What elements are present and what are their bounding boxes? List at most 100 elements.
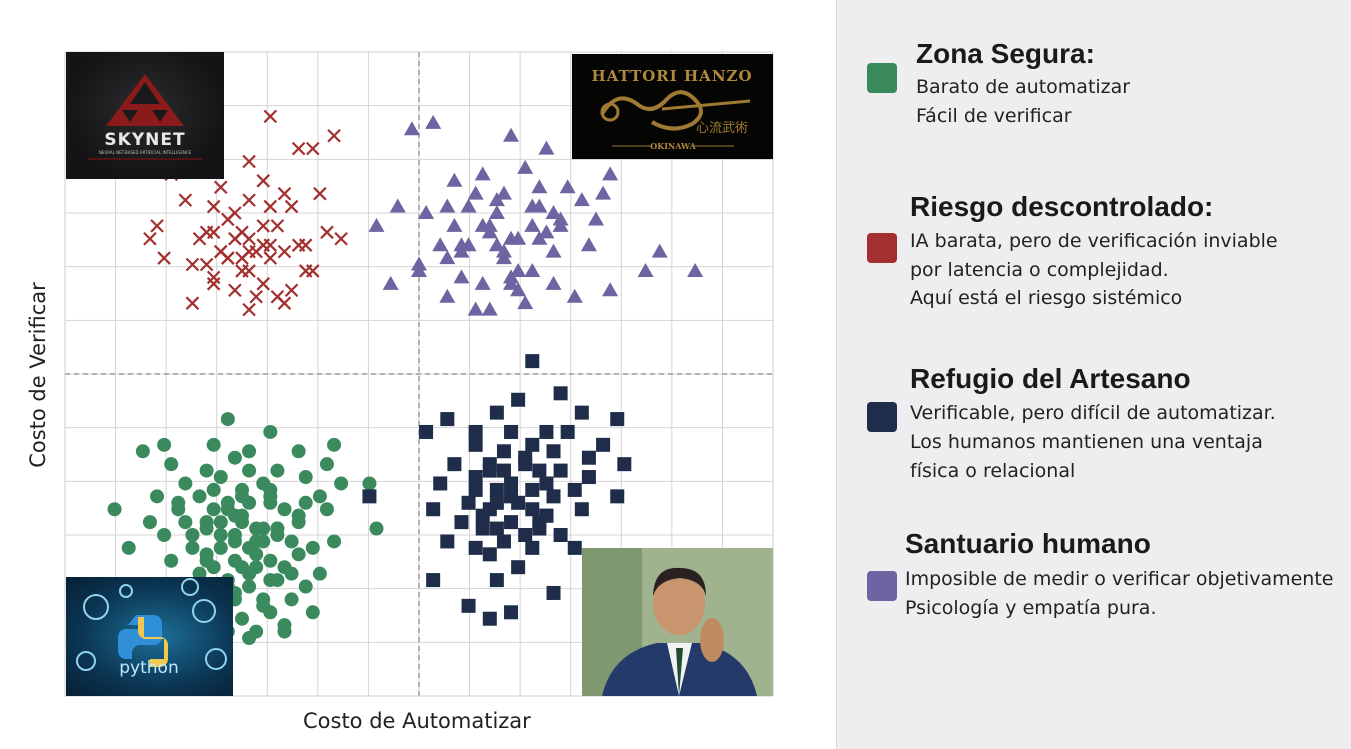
point-riesgo bbox=[242, 302, 256, 317]
point-refugio bbox=[468, 424, 483, 439]
point-refugio bbox=[567, 540, 582, 555]
point-refugio bbox=[539, 508, 554, 523]
point-santuario bbox=[382, 275, 399, 290]
point-refugio bbox=[496, 444, 511, 459]
point-zona-segura bbox=[249, 534, 264, 549]
point-zona-segura bbox=[270, 521, 285, 536]
point-riesgo bbox=[185, 257, 200, 272]
python-logo: python bbox=[66, 577, 233, 696]
x-axis-label: Costo de Automatizar bbox=[303, 709, 531, 733]
point-riesgo bbox=[284, 199, 299, 214]
point-zona-segura bbox=[291, 547, 306, 562]
point-zona-segura bbox=[298, 579, 313, 594]
point-zona-segura bbox=[270, 573, 285, 588]
point-refugio bbox=[475, 508, 490, 523]
point-zona-segura bbox=[142, 515, 157, 530]
point-zona-segura bbox=[362, 476, 377, 491]
point-riesgo bbox=[306, 141, 320, 156]
chart-panel: Costo de Automatizar Costo de Verificar … bbox=[26, 51, 774, 733]
point-zona-segura bbox=[206, 560, 221, 575]
point-refugio bbox=[511, 560, 526, 575]
point-riesgo bbox=[192, 231, 207, 246]
point-santuario bbox=[474, 166, 491, 181]
point-santuario bbox=[460, 237, 477, 252]
point-riesgo bbox=[221, 251, 235, 265]
point-refugio bbox=[581, 470, 596, 485]
point-riesgo bbox=[157, 251, 171, 265]
point-santuario bbox=[545, 275, 562, 290]
point-refugio bbox=[574, 502, 589, 517]
point-santuario bbox=[460, 198, 477, 213]
legend-panel: Zona Segura: Barato de automatizar Fácil… bbox=[836, 0, 1351, 749]
point-zona-segura bbox=[298, 470, 313, 485]
point-zona-segura bbox=[312, 489, 327, 504]
point-zona-segura bbox=[135, 444, 150, 459]
point-riesgo bbox=[178, 193, 193, 207]
legend-desc-line: por latencia o complejidad. bbox=[910, 259, 1169, 281]
point-santuario bbox=[538, 140, 555, 155]
point-zona-segura bbox=[327, 437, 342, 452]
point-santuario bbox=[552, 211, 569, 226]
point-zona-segura bbox=[227, 508, 242, 523]
point-zona-segura bbox=[178, 515, 193, 530]
point-santuario bbox=[545, 243, 562, 258]
point-zona-segura bbox=[263, 495, 278, 510]
point-zona-segura bbox=[227, 553, 242, 568]
point-zona-segura bbox=[334, 476, 349, 491]
point-refugio bbox=[525, 437, 540, 452]
point-riesgo bbox=[291, 141, 306, 156]
point-zona-segura bbox=[319, 502, 334, 517]
data-points bbox=[107, 109, 704, 646]
point-refugio bbox=[496, 463, 511, 478]
legend-title: Riesgo descontrolado: bbox=[910, 191, 1214, 222]
point-santuario bbox=[488, 237, 505, 252]
point-riesgo bbox=[327, 128, 341, 143]
point-zona-segura bbox=[242, 444, 257, 459]
quadrant-dividers bbox=[65, 52, 773, 696]
point-santuario bbox=[425, 114, 442, 129]
point-riesgo bbox=[263, 238, 278, 252]
point-refugio bbox=[596, 437, 611, 452]
point-refugio bbox=[581, 450, 596, 465]
point-riesgo bbox=[150, 219, 164, 233]
skynet-logo: SKYNET NEURAL NET-BASED ARTIFICIAL INTEL… bbox=[66, 52, 224, 179]
point-refugio bbox=[518, 528, 533, 542]
point-riesgo bbox=[206, 225, 221, 240]
y-axis-label: Costo de Verificar bbox=[26, 282, 50, 468]
point-refugio bbox=[489, 573, 504, 588]
point-zona-segura bbox=[263, 482, 278, 497]
point-riesgo bbox=[284, 283, 299, 298]
point-santuario bbox=[467, 185, 484, 200]
point-riesgo bbox=[235, 264, 249, 278]
point-santuario bbox=[453, 243, 470, 258]
point-refugio bbox=[504, 476, 519, 491]
point-refugio bbox=[496, 534, 511, 549]
point-santuario bbox=[495, 185, 512, 200]
point-refugio bbox=[518, 457, 533, 472]
point-riesgo bbox=[270, 289, 285, 304]
point-santuario bbox=[517, 295, 534, 310]
point-riesgo bbox=[199, 257, 214, 272]
point-zona-segura bbox=[213, 470, 228, 485]
point-zona-segura bbox=[157, 528, 172, 542]
point-zona-segura bbox=[312, 566, 327, 581]
point-riesgo bbox=[206, 199, 221, 214]
point-zona-segura bbox=[305, 605, 320, 620]
point-zona-segura bbox=[242, 463, 257, 478]
point-santuario bbox=[474, 275, 491, 290]
person-portrait-icon bbox=[582, 548, 773, 696]
point-zona-segura bbox=[249, 624, 264, 639]
point-santuario bbox=[538, 224, 555, 239]
point-refugio bbox=[482, 457, 497, 472]
point-refugio bbox=[362, 489, 377, 504]
point-zona-segura bbox=[150, 489, 165, 504]
point-riesgo bbox=[242, 193, 256, 207]
point-refugio bbox=[532, 521, 547, 536]
point-refugio bbox=[525, 540, 540, 555]
point-santuario bbox=[439, 288, 456, 303]
point-refugio bbox=[489, 405, 504, 420]
point-santuario bbox=[439, 198, 456, 213]
point-santuario bbox=[531, 179, 548, 194]
point-zona-segura bbox=[256, 592, 271, 607]
point-santuario bbox=[411, 262, 427, 277]
